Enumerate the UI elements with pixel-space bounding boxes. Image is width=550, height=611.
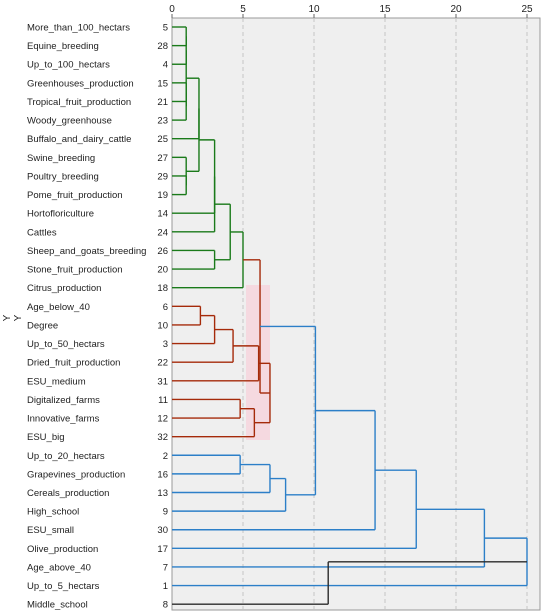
- leaf-label: Age_above_40: [27, 562, 91, 573]
- leaf-id: 5: [163, 23, 168, 34]
- leaf-id: 25: [157, 134, 168, 145]
- leaf-label: Cattles: [27, 227, 57, 238]
- leaf-id: 21: [157, 97, 168, 108]
- leaf-id: 27: [157, 153, 168, 164]
- leaf-label: Citrus_production: [27, 283, 101, 294]
- leaf-label: Digitalized_farms: [27, 395, 100, 406]
- leaf-label: High_school: [27, 507, 79, 518]
- leaf-id: 9: [163, 507, 168, 518]
- y-axis-letter-outer: Y: [2, 314, 13, 321]
- leaf-id: 28: [157, 41, 168, 52]
- leaf-id: 12: [157, 414, 168, 425]
- leaf-id: 2: [163, 451, 168, 462]
- y-axis-letter-inner: Y: [13, 314, 24, 321]
- leaf-id: 8: [163, 600, 168, 611]
- leaf-label: Up_to_100_hectars: [27, 60, 110, 71]
- leaf-label: Age_below_40: [27, 302, 90, 313]
- leaf-label: Pome_fruit_production: [27, 190, 123, 201]
- leaf-label: Stone_fruit_production: [27, 265, 123, 276]
- leaf-label: More_than_100_hectars: [27, 23, 130, 34]
- x-axis: 0 5 10 15 20 25: [169, 4, 533, 18]
- leaf-label: Hortofloriculture: [27, 209, 94, 220]
- leaf-label: Dried_fruit_production: [27, 358, 120, 369]
- leaf-id: 4: [163, 60, 168, 71]
- dendrogram-tree: [172, 26, 528, 605]
- leaf-id: 23: [157, 116, 168, 127]
- leaf-id: 10: [157, 320, 168, 331]
- leaf-label: ESU_medium: [27, 376, 86, 387]
- leaf-label: Tropical_fruit_production: [27, 97, 131, 108]
- leaf-label: Poultry_breeding: [27, 171, 99, 182]
- leaf-id: 30: [157, 525, 168, 536]
- leaf-id: 22: [157, 358, 168, 369]
- x-tick-label: 5: [240, 4, 246, 15]
- x-tick-label: 10: [308, 4, 320, 15]
- leaf-label: Up_to_50_hectars: [27, 339, 105, 350]
- leaf-label: Middle_school: [27, 600, 88, 611]
- leaf-id: 16: [157, 469, 168, 480]
- leaf-label: Up_to_5_hectars: [27, 581, 100, 592]
- leaf-label: Innovative_farms: [27, 414, 100, 425]
- grid-lines: [242, 18, 528, 610]
- leaf-id: 20: [157, 265, 168, 276]
- leaf-label: Buffalo_and_dairy_cattle: [27, 134, 131, 145]
- leaf-id: 7: [163, 562, 168, 573]
- leaf-label: Sheep_and_goats_breeding: [27, 246, 146, 257]
- leaf-label: Up_to_20_hectars: [27, 451, 105, 462]
- leaf-label: Equine_breeding: [27, 41, 99, 52]
- leaf-id: 15: [157, 78, 168, 89]
- leaf-id: 18: [157, 283, 168, 294]
- x-tick-label: 0: [169, 4, 175, 15]
- leaf-label: Olive_production: [27, 544, 98, 555]
- leaf-id: 24: [157, 227, 168, 238]
- leaf-label: Degree: [27, 320, 58, 331]
- leaf-id: 32: [157, 432, 168, 443]
- leaf-id: 29: [157, 171, 168, 182]
- y-axis-marker: Y Y: [2, 314, 24, 321]
- leaf-label: ESU_big: [27, 432, 65, 443]
- leaf-id: 26: [157, 246, 168, 257]
- leaf-id: 3: [163, 339, 168, 350]
- x-tick-label: 20: [450, 4, 462, 15]
- leaf-id: 13: [157, 488, 168, 499]
- leaf-id: 19: [157, 190, 168, 201]
- leaf-label: ESU_small: [27, 525, 74, 536]
- leaf-id: 11: [158, 395, 168, 406]
- leaf-id: 1: [163, 581, 168, 592]
- leaf-label: Greenhouses_production: [27, 78, 134, 89]
- leaf-id: 17: [157, 544, 168, 555]
- x-tick-label: 25: [521, 4, 533, 15]
- leaf-label: Woody_greenhouse: [27, 116, 112, 127]
- leaf-id: 14: [157, 209, 168, 220]
- leaf-label: Swine_breeding: [27, 153, 95, 164]
- leaf-id: 6: [163, 302, 168, 313]
- x-tick-label: 15: [379, 4, 391, 15]
- leaf-label: Cereals_production: [27, 488, 109, 499]
- leaf-label: Grapevines_production: [27, 469, 125, 480]
- leaf-id: 31: [157, 376, 168, 387]
